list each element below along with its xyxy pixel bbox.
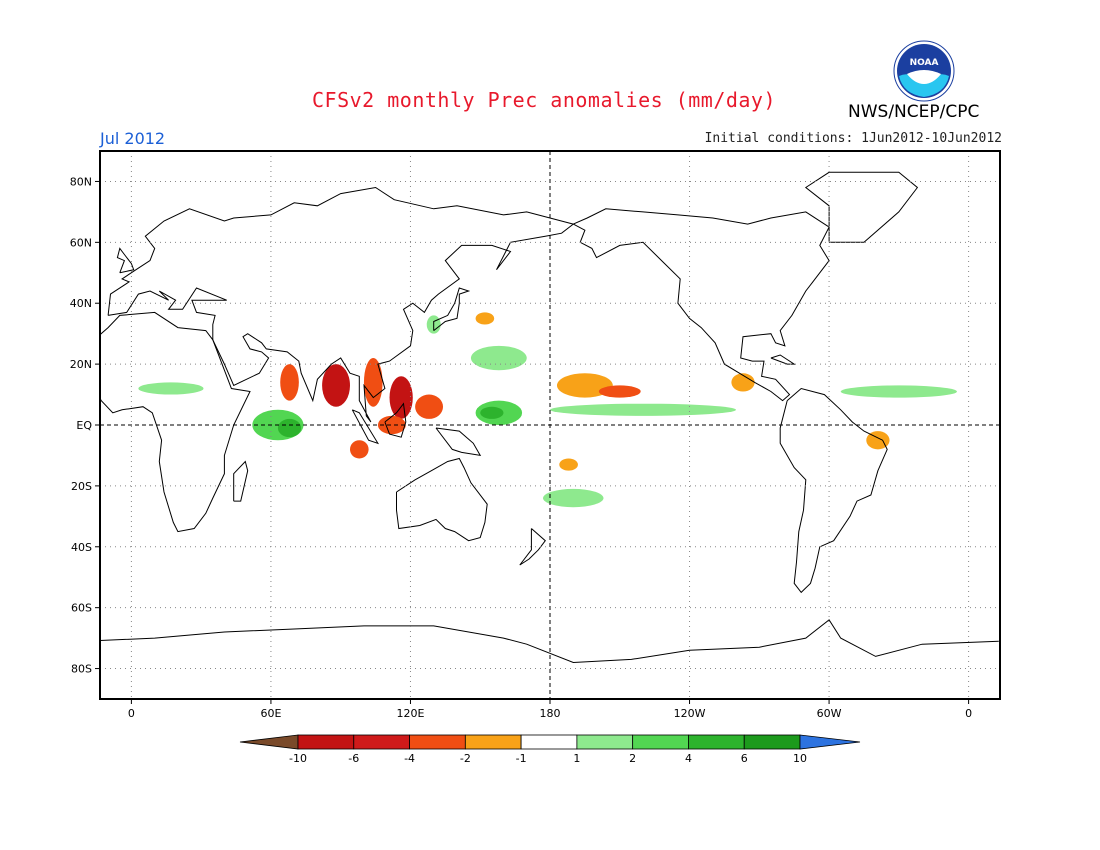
lat-label: 60N: [70, 236, 92, 249]
coastline-6: [100, 619, 999, 664]
colorbar-label: 1: [573, 752, 580, 765]
coastline-10: [384, 402, 407, 438]
lon-label: 60W: [817, 707, 842, 720]
lat-label: 80N: [70, 175, 92, 188]
map-title: CFSv2 monthly Prec anomalies (mm/day): [312, 88, 777, 112]
coastline-11: [435, 427, 482, 457]
colorbar-swatch: [520, 734, 578, 750]
anomaly-south-pacific-dry: [559, 458, 578, 471]
lon-label: 120W: [674, 707, 706, 720]
anomaly-north-pacific-wet: [470, 345, 527, 371]
coastline-2: [573, 208, 830, 402]
anomaly-south-china-sea-dry: [389, 376, 413, 419]
colorbar-label: 6: [741, 752, 748, 765]
lat-label: 60S: [71, 602, 92, 615]
anomaly-japan-dry: [475, 312, 495, 325]
colorbar-label: 2: [629, 752, 636, 765]
colorbar-label: 4: [685, 752, 692, 765]
anomaly-bay-of-bengal-dry: [322, 364, 350, 407]
anomaly-africa-wet: [138, 382, 204, 395]
colorbar-max-arrow: [799, 734, 861, 750]
colorbar-label: -4: [404, 752, 415, 765]
coastline-0: [100, 311, 251, 533]
anomaly-sumatra-dry: [350, 440, 369, 459]
colorbar-swatch: [576, 734, 634, 750]
lat-label: 40N: [70, 297, 92, 310]
coastline-4: [396, 457, 488, 542]
lat-label: 40S: [71, 541, 92, 554]
anomaly-indian-ocean-wet-core: [277, 418, 302, 438]
colorbar-swatch: [743, 734, 801, 750]
lon-label: 0: [128, 707, 135, 720]
anomaly-brazil-dry: [866, 431, 890, 450]
noaa-logo: NOAA: [893, 40, 955, 102]
forecast-month: Jul 2012: [100, 129, 166, 148]
anomaly-atlantic-itcz-wet-east: [840, 385, 957, 398]
initial-conditions: Initial conditions: 1Jun2012-10Jun2012: [704, 131, 1002, 146]
colorbar-swatch: [409, 734, 466, 750]
colorbar-label: -1: [516, 752, 527, 765]
colorbar-swatch: [632, 734, 689, 750]
anomaly-west-pacific-wet-core: [480, 406, 504, 419]
colorbar-swatch: [353, 734, 410, 750]
colorbar-min-arrow: [239, 734, 299, 750]
coastline-14: [770, 354, 796, 365]
colorbar-swatch: [688, 734, 745, 750]
agency-label: NWS/NCEP/CPC: [848, 102, 980, 122]
coastline-12: [351, 409, 380, 445]
anomaly-philippines-dry: [415, 394, 444, 419]
coastline-1: [107, 186, 575, 423]
anomaly-east-pacific-dry: [731, 373, 755, 392]
lon-label: 120E: [396, 707, 424, 720]
colorbar-swatch: [464, 734, 522, 750]
lon-label: 60E: [260, 707, 281, 720]
colorbar-label: -10: [289, 752, 307, 765]
colorbar-label: -6: [348, 752, 359, 765]
lon-label: 180: [540, 707, 561, 720]
coastline-5: [804, 171, 919, 243]
coastline-7: [233, 460, 249, 502]
coastline-3: [779, 387, 888, 594]
lat-label: 20S: [71, 480, 92, 493]
lat-label: 20N: [70, 358, 92, 371]
anomaly-indonesia-dry: [377, 415, 406, 435]
coastline-8: [116, 247, 135, 274]
colorbar-label: 10: [793, 752, 807, 765]
anomaly-central-pacific-dry: [556, 373, 613, 398]
lat-label: EQ: [76, 419, 92, 432]
anomaly-arabian-sea-dry: [280, 364, 299, 401]
coastline-13: [519, 528, 546, 566]
anomaly-central-pacific-dry-core: [598, 385, 641, 398]
coastline-9: [433, 287, 471, 331]
lon-label: 0: [965, 707, 972, 720]
noaa-logo-text: NOAA: [910, 58, 939, 68]
anomaly-spcz-wet: [543, 488, 604, 508]
colorbar-label: -2: [460, 752, 471, 765]
colorbar-swatch: [297, 734, 355, 750]
lat-label: 80S: [71, 663, 92, 676]
